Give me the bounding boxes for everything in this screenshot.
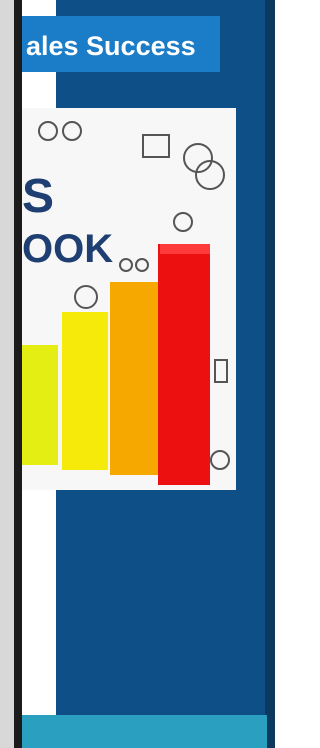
- illustration-bar: [22, 345, 58, 465]
- illustration-bar: [110, 282, 158, 475]
- cover-title-line1: S: [22, 170, 54, 223]
- spine-line: [14, 0, 22, 748]
- page-edge: [0, 0, 14, 748]
- illustration-bar: [62, 312, 108, 470]
- cover-title-line2: OOK: [22, 227, 113, 271]
- banner-title: ales Success: [26, 31, 196, 61]
- page: ales Success S OOK (() => { const data =…: [0, 0, 275, 748]
- cover-edge: [265, 0, 275, 748]
- illustration-bar-top: [160, 244, 210, 254]
- book-cover: ales Success S OOK: [0, 0, 275, 748]
- bottom-strip: [22, 715, 267, 748]
- illustration-bar: [158, 244, 210, 485]
